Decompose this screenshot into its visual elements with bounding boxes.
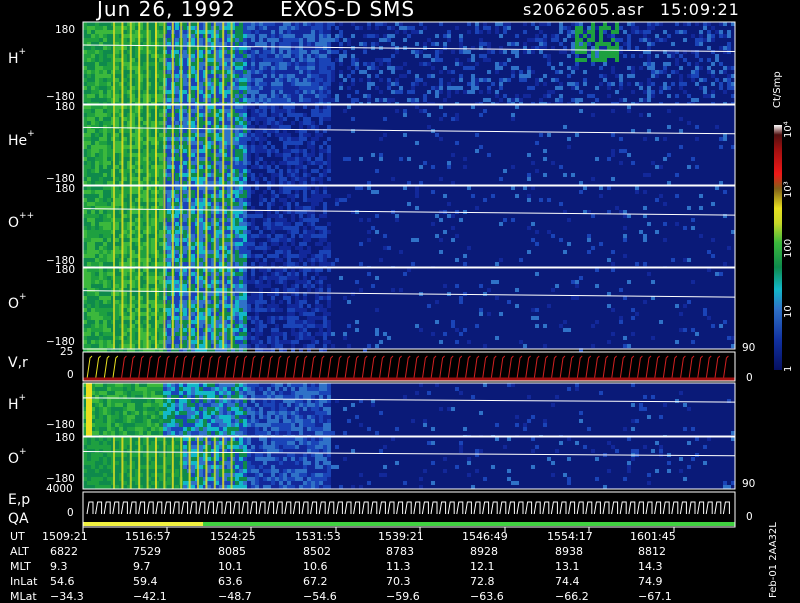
panel-label-h2: H+ bbox=[8, 397, 26, 413]
panel-h1 bbox=[83, 22, 735, 106]
table-cell: −48.7 bbox=[218, 590, 252, 603]
tick-h2-bottom: −180 bbox=[46, 420, 75, 430]
tick-o2-top: 180 bbox=[55, 433, 75, 443]
qa-bar-warn bbox=[83, 522, 203, 526]
table-row: MLat −34.3 −42.1 −48.7 −54.6 −59.6 −63.6 −66.2 −… bbox=[0, 590, 800, 603]
tick-he-top: 180 bbox=[55, 102, 75, 112]
row-label: MLT bbox=[10, 560, 31, 573]
table-cell: 1554:17 bbox=[547, 530, 593, 543]
table-cell: 10.1 bbox=[218, 560, 243, 573]
table-cell: 14.3 bbox=[638, 560, 663, 573]
table-row: UT 1509:21 1516:57 1524:25 1531:53 1539:21 154… bbox=[0, 530, 800, 543]
table-cell: 8938 bbox=[555, 545, 583, 558]
table-cell: −42.1 bbox=[133, 590, 167, 603]
tick-ep-right-bottom: 0 bbox=[746, 512, 753, 522]
tick-vr-top: 25 bbox=[60, 347, 73, 357]
table-cell: 1601:45 bbox=[630, 530, 676, 543]
panel-label-he: He+ bbox=[8, 133, 35, 149]
panel-opp bbox=[83, 186, 735, 270]
panel-label-ep: E,p bbox=[8, 492, 30, 508]
panel-o2 bbox=[83, 437, 735, 489]
table-cell: 12.1 bbox=[470, 560, 495, 573]
table-row: MLT 9.3 9.7 10.1 10.6 11.3 12.1 13.1 14.3 bbox=[0, 560, 800, 573]
table-cell: 9.3 bbox=[50, 560, 68, 573]
table-cell: 11.3 bbox=[386, 560, 411, 573]
colorbar-label-1e4: 10⁴ bbox=[783, 121, 794, 138]
row-label: MLat bbox=[10, 590, 37, 603]
table-cell: 1509:21 bbox=[42, 530, 88, 543]
table-cell: 6822 bbox=[50, 545, 78, 558]
qa-bar-good bbox=[203, 522, 735, 526]
table-cell: 9.7 bbox=[133, 560, 151, 573]
table-row: InLat 54.6 59.4 63.6 67.2 70.3 72.8 74.4 74.9 bbox=[0, 575, 800, 588]
panel-ep bbox=[83, 492, 735, 527]
table-cell: 67.2 bbox=[303, 575, 328, 588]
panel-label-qa: QA bbox=[8, 511, 29, 527]
panel-h2 bbox=[83, 383, 735, 439]
panel-label-vr: V,r bbox=[8, 355, 28, 371]
table-cell: 1539:21 bbox=[378, 530, 424, 543]
table-cell: −67.1 bbox=[638, 590, 672, 603]
table-cell: 59.4 bbox=[133, 575, 158, 588]
panel-vr bbox=[83, 352, 735, 381]
panel-label-o1: O+ bbox=[8, 296, 27, 312]
table-cell: 54.6 bbox=[50, 575, 75, 588]
panel-label-opp: O++ bbox=[8, 215, 34, 231]
table-row: ALT 6822 7529 8085 8502 8783 8928 8938 8812 bbox=[0, 545, 800, 558]
table-cell: 1516:57 bbox=[125, 530, 171, 543]
row-label: UT bbox=[10, 530, 25, 543]
table-cell: 74.9 bbox=[638, 575, 663, 588]
table-cell: 10.6 bbox=[303, 560, 328, 573]
panel-label-h1: H+ bbox=[8, 51, 26, 67]
tick-ep-bottom: 0 bbox=[67, 508, 74, 518]
table-cell: −34.3 bbox=[50, 590, 84, 603]
table-cell: 8085 bbox=[218, 545, 246, 558]
table-cell: 1531:53 bbox=[295, 530, 341, 543]
colorbar-label-100: 100 bbox=[783, 239, 794, 258]
table-cell: 8783 bbox=[386, 545, 414, 558]
colorbar-unit: Ct/Smp bbox=[772, 68, 786, 108]
panel-o1 bbox=[83, 268, 735, 352]
colorbar-label-10: 10 bbox=[783, 305, 794, 318]
colorbar-label-1e3: 10³ bbox=[783, 181, 794, 198]
table-cell: 70.3 bbox=[386, 575, 411, 588]
panel-he bbox=[83, 105, 735, 185]
table-cell: 63.6 bbox=[218, 575, 243, 588]
panel-label-o2: O+ bbox=[8, 451, 27, 467]
tick-vr-bottom: 0 bbox=[67, 370, 74, 380]
table-cell: −59.6 bbox=[386, 590, 420, 603]
row-label: InLat bbox=[10, 575, 37, 588]
colorbar bbox=[774, 125, 782, 370]
table-cell: 8502 bbox=[303, 545, 331, 558]
table-cell: −66.2 bbox=[555, 590, 589, 603]
tick-h1-top: 180 bbox=[55, 25, 75, 35]
tick-o2-right-bottom: 90 bbox=[742, 479, 755, 489]
table-cell: 8812 bbox=[638, 545, 666, 558]
table-cell: 7529 bbox=[133, 545, 161, 558]
table-cell: 1546:49 bbox=[462, 530, 508, 543]
table-cell: −63.6 bbox=[470, 590, 504, 603]
tick-vr-right-top: 90 bbox=[742, 343, 755, 353]
table-cell: 8928 bbox=[470, 545, 498, 558]
colorbar-label-1: 1 bbox=[783, 366, 794, 372]
table-cell: 13.1 bbox=[555, 560, 580, 573]
row-label: ALT bbox=[10, 545, 29, 558]
table-cell: −54.6 bbox=[303, 590, 337, 603]
tick-ep-top: 4000 bbox=[46, 484, 73, 494]
tick-o1-top: 180 bbox=[55, 265, 75, 275]
tick-opp-top: 180 bbox=[55, 184, 75, 194]
table-cell: 74.4 bbox=[555, 575, 580, 588]
table-cell: 72.8 bbox=[470, 575, 495, 588]
tick-vr-right-bottom: 0 bbox=[746, 373, 753, 383]
table-cell: 1524:25 bbox=[210, 530, 256, 543]
